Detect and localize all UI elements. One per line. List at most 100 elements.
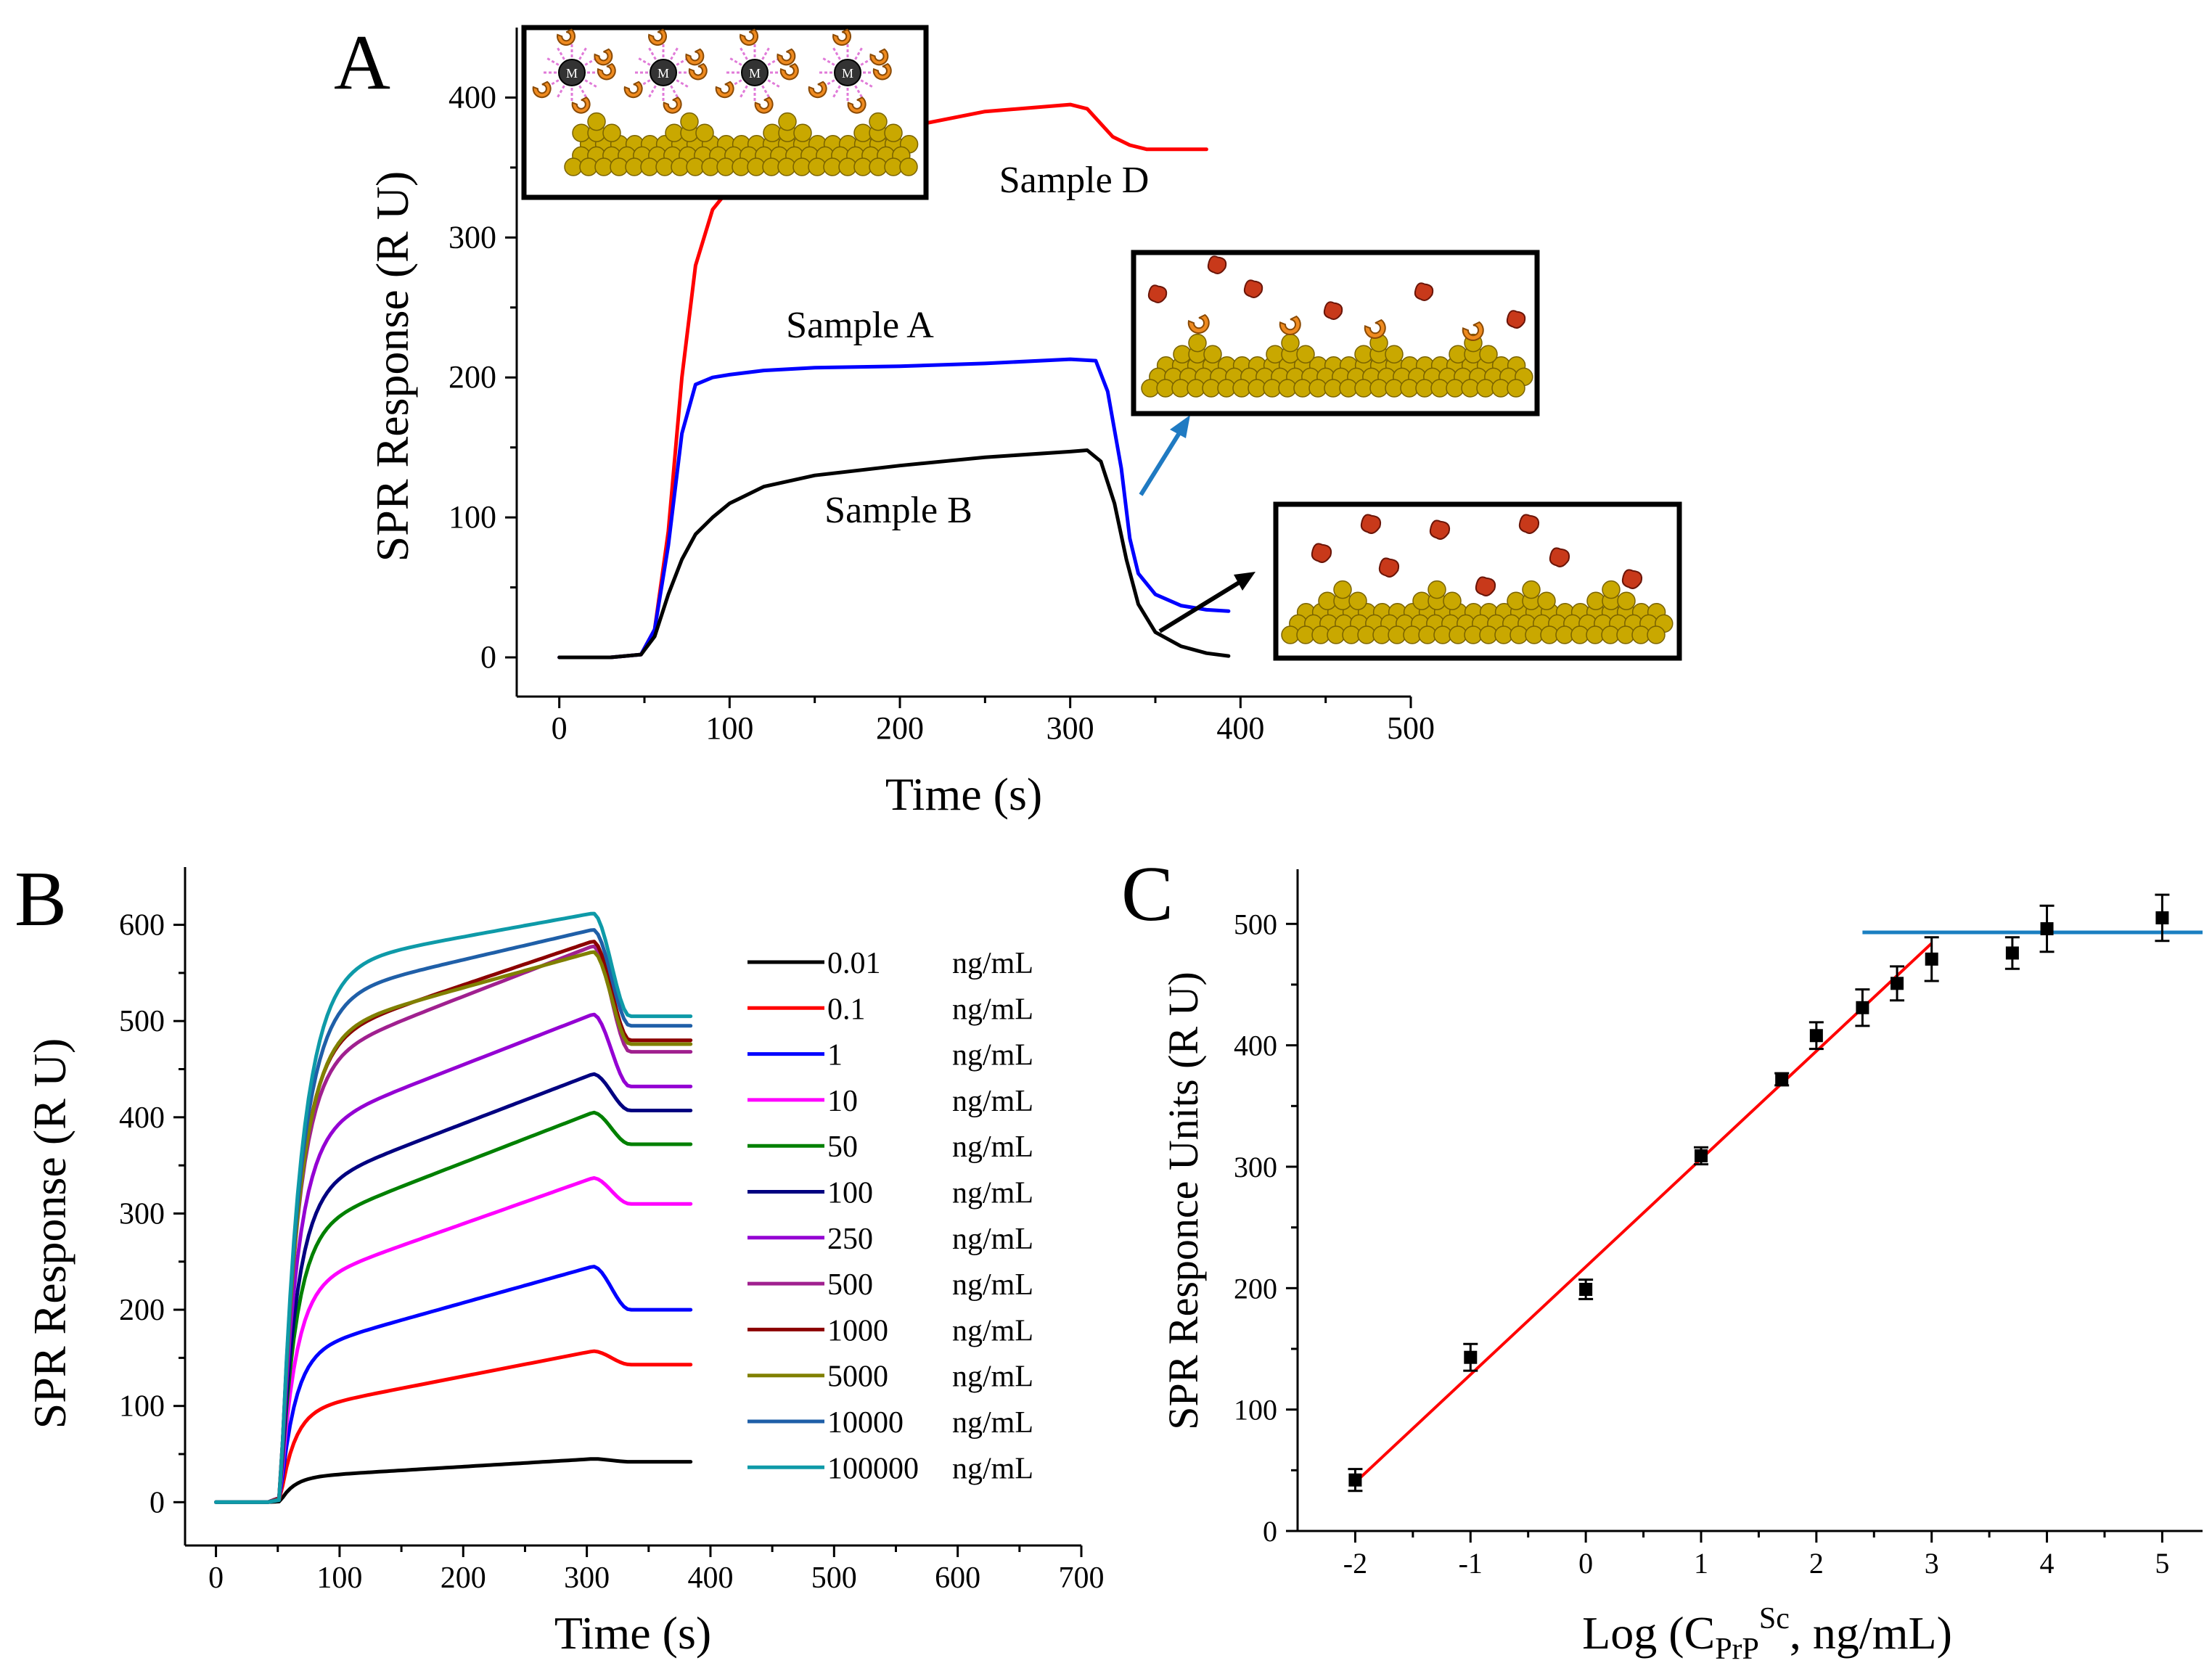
inset-bare-surface xyxy=(1273,501,1682,661)
legend-label: 1000 xyxy=(827,1314,888,1347)
gold-particle xyxy=(695,123,714,142)
antibody-icon xyxy=(663,97,682,114)
series-annotation: Sample D xyxy=(999,160,1150,201)
antibody-icon xyxy=(648,28,668,46)
gold-particle xyxy=(899,157,918,176)
legend-label: 5000 xyxy=(827,1360,888,1394)
legend-unit: ng/mL xyxy=(952,1130,1033,1164)
gold-particle xyxy=(793,123,812,142)
gold-particle xyxy=(1281,333,1300,353)
x-tick-label: 300 xyxy=(1046,710,1094,746)
x-tick-label: 2 xyxy=(1809,1547,1824,1580)
prion-protein-icon xyxy=(1475,576,1496,596)
x-axis-title: Time (s) xyxy=(885,768,1042,820)
data-point xyxy=(1891,977,1904,990)
antibody-icon xyxy=(557,28,576,46)
x-tick-label: 0 xyxy=(208,1561,224,1595)
y-tick-label: 400 xyxy=(448,79,496,115)
x-axis-title: Time (s) xyxy=(554,1607,711,1659)
y-tick-label: 0 xyxy=(1263,1515,1277,1548)
data-point xyxy=(1925,952,1938,966)
prion-protein-icon xyxy=(1414,282,1434,301)
antibody-icon xyxy=(623,81,643,99)
antibody-icon xyxy=(832,28,852,46)
y-tick-label: 200 xyxy=(448,359,496,395)
prion-protein-icon xyxy=(1207,255,1227,274)
data-point xyxy=(1856,1001,1869,1014)
legend-label: 100000 xyxy=(827,1452,919,1485)
prion-protein-icon xyxy=(1429,520,1451,540)
prion-protein-icon xyxy=(1549,547,1570,567)
series-line-1 xyxy=(214,1265,693,1504)
antibody-icon xyxy=(740,28,759,46)
arrow-blue xyxy=(1139,428,1184,496)
y-tick-label: 0 xyxy=(149,1486,165,1519)
gold-particle xyxy=(1443,591,1462,610)
antibody-icon xyxy=(808,81,827,99)
magnetic-bead-icon xyxy=(650,59,677,86)
series-annotation: Sample B xyxy=(824,490,972,531)
data-point xyxy=(1464,1350,1478,1364)
legend-label: 250 xyxy=(827,1223,873,1256)
y-tick-label: 200 xyxy=(1234,1272,1277,1305)
gold-particle xyxy=(1507,379,1525,398)
legend-unit: ng/mL xyxy=(952,1406,1033,1440)
magnetic-bead-icon xyxy=(741,59,769,86)
x-tick-label: 0 xyxy=(552,710,568,746)
data-point xyxy=(2155,911,2169,924)
inset-antibody-surface xyxy=(1131,250,1540,416)
x-tick-label: 3 xyxy=(1925,1547,1939,1580)
gold-particle xyxy=(1203,345,1222,364)
gold-particle xyxy=(1348,591,1367,610)
y-tick-label: 500 xyxy=(1234,908,1277,940)
x-tick-label: 200 xyxy=(441,1561,486,1595)
antibody-icon xyxy=(1462,321,1484,341)
gold-particle xyxy=(587,112,606,131)
y-axis-title: SPR Response (R U) xyxy=(24,1038,75,1429)
prion-protein-icon xyxy=(1378,557,1400,578)
prion-protein-icon xyxy=(1243,279,1263,298)
prion-protein-icon xyxy=(1323,301,1343,320)
legend-label: 50 xyxy=(827,1130,858,1164)
gold-particle xyxy=(1647,625,1666,644)
x-tick-label: 700 xyxy=(1059,1561,1105,1595)
legend-unit: ng/mL xyxy=(952,1360,1033,1394)
prion-protein-icon xyxy=(1506,310,1526,329)
legend-unit: ng/mL xyxy=(952,1223,1033,1256)
x-tick-label: 300 xyxy=(564,1561,610,1595)
series-line-0.01 xyxy=(214,1457,693,1504)
y-axis-title: SPR Response (R U) xyxy=(366,171,418,562)
y-tick-label: 600 xyxy=(119,909,165,943)
series-line-10 xyxy=(214,1176,693,1504)
antibody-icon xyxy=(779,62,799,81)
prion-protein-icon xyxy=(1621,569,1643,589)
x-tick-label: 4 xyxy=(2040,1547,2055,1580)
gold-particle xyxy=(1537,591,1556,610)
panel-b: 0 100 200 300 400 500 600 700 0 100 200 300 400 500 60… xyxy=(15,856,1105,1659)
prion-protein-icon xyxy=(1147,284,1168,303)
legend-unit: ng/mL xyxy=(952,1452,1033,1485)
magnetic-bead-icon xyxy=(558,59,586,86)
y-tick-label: 400 xyxy=(1234,1030,1277,1062)
gold-particle xyxy=(1333,580,1352,599)
y-tick-label: 500 xyxy=(119,1005,165,1038)
series-line-50 xyxy=(214,1110,693,1504)
data-point xyxy=(1579,1282,1593,1296)
series-line-100000 xyxy=(214,911,693,1504)
antibody-icon xyxy=(688,62,708,81)
y-axis-title: SPR Responce Units (R U) xyxy=(1160,972,1207,1430)
gold-particle xyxy=(778,112,797,131)
gold-particle xyxy=(884,123,903,142)
series-line-100 xyxy=(214,1072,693,1504)
legend-label: 100 xyxy=(827,1177,873,1210)
data-point xyxy=(1775,1072,1789,1086)
legend-unit: ng/mL xyxy=(952,947,1033,980)
antibody-icon xyxy=(872,62,892,81)
bead-letter: M xyxy=(566,66,578,81)
fit-line xyxy=(1354,942,1933,1484)
bead-letter: M xyxy=(842,66,853,81)
x-tick-label: 0 xyxy=(1578,1547,1593,1580)
legend-unit: ng/mL xyxy=(952,1314,1033,1347)
series-line-250 xyxy=(214,1012,693,1504)
